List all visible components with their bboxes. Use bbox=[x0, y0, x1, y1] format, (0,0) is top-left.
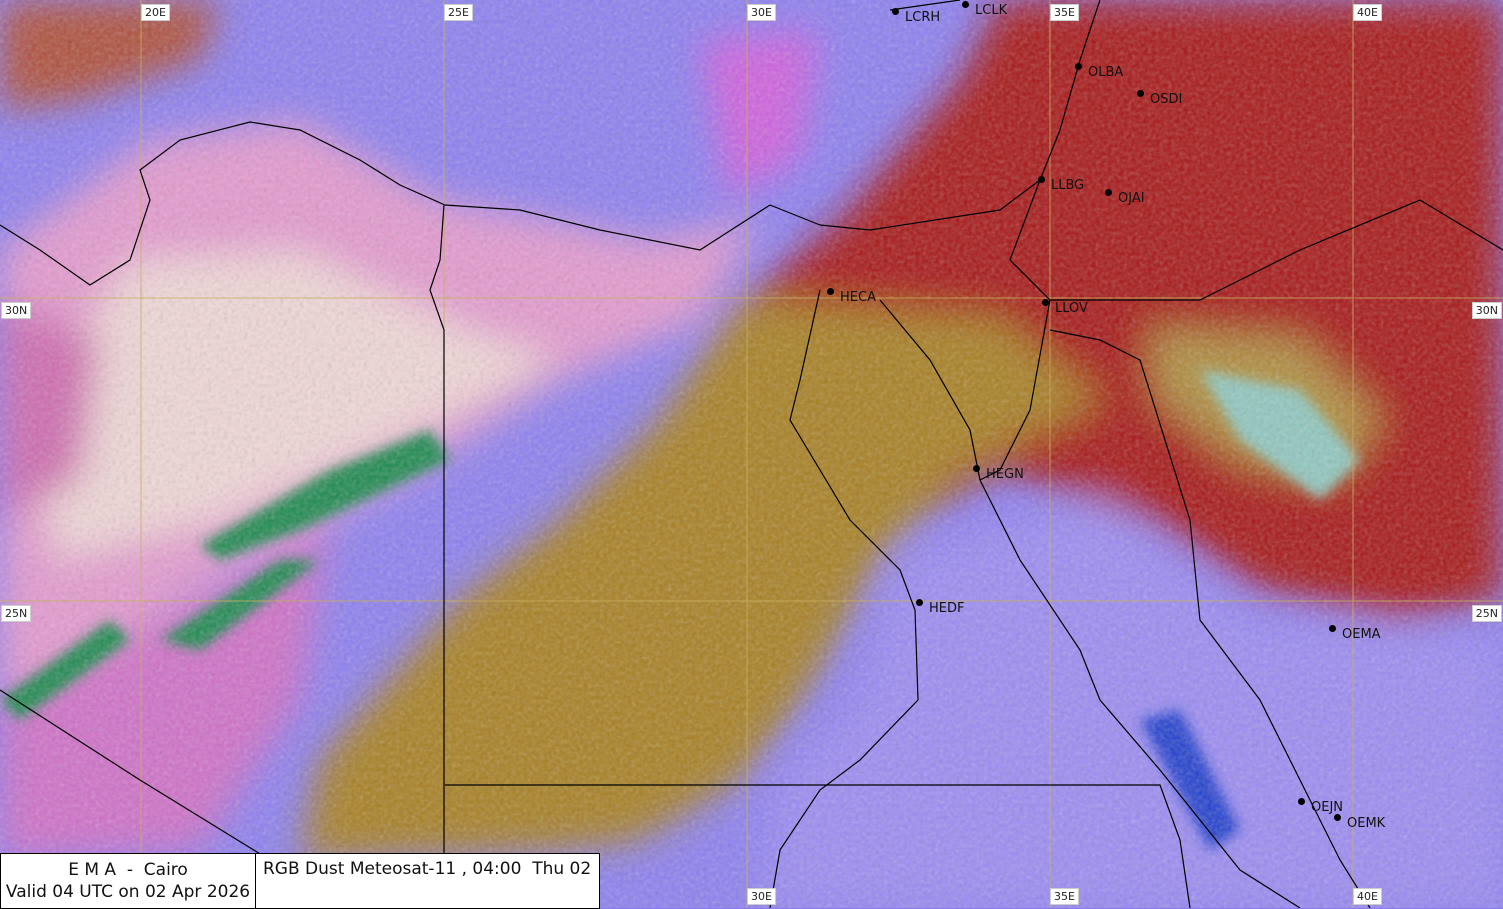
station-marker-icon bbox=[1334, 814, 1341, 821]
station-marker-icon bbox=[916, 599, 923, 606]
station-marker-icon bbox=[827, 288, 834, 295]
lon-label-30e: 30E bbox=[747, 4, 776, 21]
station-marker-icon bbox=[1075, 63, 1082, 70]
lon-label-bottom-40e: 40E bbox=[1353, 888, 1382, 905]
station-heca: HECA bbox=[827, 284, 876, 305]
lon-label-35e: 35E bbox=[1050, 4, 1079, 21]
caption-left: E M A - Cairo Valid 04 UTC on 02 Apr 202… bbox=[1, 854, 256, 908]
valid-time-label: Valid 04 UTC on 02 Apr 2026 bbox=[5, 882, 251, 902]
product-title: RGB Dust Meteosat-11 , 04:00 Thu 02 bbox=[263, 859, 592, 879]
station-marker-icon bbox=[973, 465, 980, 472]
station-llbg: LLBG bbox=[1038, 172, 1084, 193]
lat-label-30n-left: 30N bbox=[1, 302, 32, 319]
lon-label-40e: 40E bbox=[1353, 4, 1382, 21]
lat-label-30n-right: 30N bbox=[1471, 302, 1502, 319]
station-marker-icon bbox=[1137, 90, 1144, 97]
caption-box: E M A - Cairo Valid 04 UTC on 02 Apr 202… bbox=[0, 853, 600, 909]
station-oema: OEMA bbox=[1329, 621, 1381, 642]
station-oejn: OEJN bbox=[1298, 794, 1343, 815]
station-marker-icon bbox=[892, 8, 899, 15]
station-hegn: HEGN bbox=[973, 461, 1024, 482]
lat-label-25n-right: 25N bbox=[1471, 605, 1502, 622]
lon-label-20e: 20E bbox=[141, 4, 170, 21]
station-lcrh: LCRH bbox=[892, 4, 940, 25]
station-osdi: OSDI bbox=[1137, 86, 1182, 107]
station-marker-icon bbox=[1105, 189, 1112, 196]
station-lclk: LCLK bbox=[962, 0, 1007, 18]
station-ojai: OJAI bbox=[1105, 185, 1145, 206]
lon-label-bottom-35e: 35E bbox=[1050, 888, 1079, 905]
station-marker-icon bbox=[1038, 176, 1045, 183]
station-hedf: HEDF bbox=[916, 595, 964, 616]
station-marker-icon bbox=[1329, 625, 1336, 632]
station-olba: OLBA bbox=[1075, 59, 1123, 80]
lon-label-bottom-30e: 30E bbox=[747, 888, 776, 905]
station-marker-icon bbox=[1298, 798, 1305, 805]
station-marker-icon bbox=[1042, 299, 1049, 306]
lon-label-25e: 25E bbox=[444, 4, 473, 21]
agency-label: E M A - Cairo bbox=[68, 860, 188, 880]
station-marker-icon bbox=[962, 1, 969, 8]
station-llov: LLOV bbox=[1042, 295, 1088, 316]
lat-label-25n-left: 25N bbox=[1, 605, 32, 622]
station-oemk: OEMK bbox=[1334, 810, 1385, 831]
